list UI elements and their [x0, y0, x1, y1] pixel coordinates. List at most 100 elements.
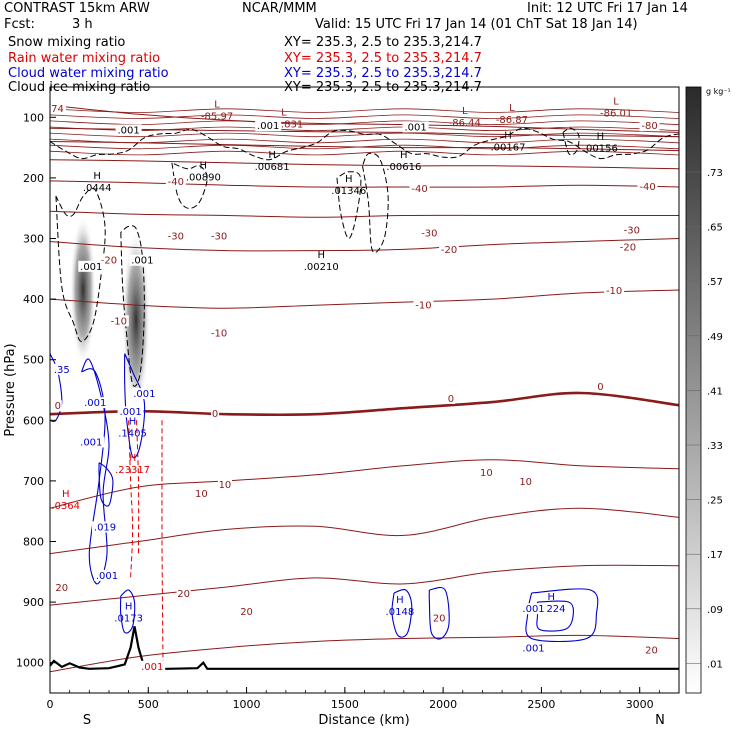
snow-max-value-4: .00616 — [386, 162, 421, 173]
contour-label-bg-26 — [194, 488, 209, 500]
temp-min-marker-1: L — [281, 107, 287, 118]
contour-label-bg-20 — [446, 392, 455, 404]
isotherm-1 — [50, 127, 679, 138]
contour-label-33: .001 — [133, 389, 155, 400]
contour-label-25: 10 — [219, 480, 232, 491]
axes: 0 500 1000 1500 2000 2500 30001002003004005006… — [16, 111, 680, 711]
isotherm-5 — [50, 210, 679, 218]
colorbar-tick-label-4: .41 — [707, 386, 723, 397]
isotherm-4 — [50, 180, 679, 188]
colorbar-tick-label-5: .33 — [707, 441, 723, 452]
isotherm-10 — [50, 507, 679, 555]
isotherm-upper-4 — [50, 132, 679, 138]
contour-label-bg-41 — [139, 660, 166, 672]
field-cloudwater-name: Cloud water mixing ratio — [8, 66, 169, 81]
contour-label-bg-19 — [596, 380, 605, 392]
contour-label-bg-29 — [239, 606, 254, 618]
colorbar-tick-label-6: .25 — [707, 496, 723, 507]
contour-label-21: 0 — [212, 409, 218, 420]
isotherm-8 — [50, 391, 679, 417]
x-axis-label: Distance (km) — [318, 713, 409, 728]
y-tick-label-4: 500 — [23, 354, 44, 367]
init-time: Init: 12 UTC Fri 17 Jan 14 — [527, 1, 688, 16]
snow-contour-3 — [336, 171, 362, 240]
cloud-water-contour-7 — [525, 588, 599, 643]
cloud-water-contour-5 — [391, 588, 413, 638]
contour-label-bg-31 — [51, 363, 72, 375]
x-tick-label-3: 1500 — [331, 698, 359, 711]
snow-max-value-7: .00156 — [583, 144, 618, 155]
contour-label-7: -40 — [168, 177, 184, 188]
contour-label-27: 20 — [55, 583, 68, 594]
x-tick-label-1: 500 — [138, 698, 159, 711]
cloud-water-contour-2 — [124, 353, 146, 459]
snow-max-marker-2: H — [268, 150, 276, 161]
contour-label-39: .001 — [522, 644, 544, 655]
contour-label-bg-13 — [617, 241, 638, 253]
colorbar-tick-label-9: .01 — [707, 659, 723, 670]
snow-contour-0 — [55, 187, 106, 343]
contour-label-bg-25 — [217, 478, 232, 490]
x-tick-label-6: 3000 — [626, 698, 654, 711]
contour-label-1: .001 — [117, 125, 139, 136]
contour-label-29: 20 — [240, 607, 253, 618]
isotherm-upper-5 — [50, 138, 679, 144]
contour-label-bg-22 — [53, 400, 62, 412]
contour-label-40: 20 — [433, 613, 446, 624]
field-cloudwater-range: XY= 235.3, 2.5 to 235.3,214.7 — [284, 66, 482, 81]
temp-min-marker-0: L — [214, 99, 220, 110]
isotherm-upper-6 — [50, 144, 679, 150]
contour-label-43: .001 — [131, 256, 153, 267]
rain-contour-2 — [161, 420, 164, 666]
isotherm-9 — [50, 459, 679, 509]
contour-label-bg-17 — [209, 327, 230, 339]
cloud-water-contour-1 — [81, 358, 110, 585]
temp-min-marker-3: L — [509, 103, 515, 114]
cloud-water-max-value-2: .2224 — [537, 604, 566, 615]
contour-label-4: -80 — [641, 121, 657, 132]
contour-label-bg-43 — [129, 254, 156, 266]
temp-min-value-0: -85.97 — [201, 111, 233, 122]
fcst-value: 3 h — [72, 17, 93, 32]
colorbar-tick-label-1: .65 — [707, 223, 723, 234]
colorbar-unit: g kg⁻¹ — [706, 87, 731, 96]
snow-max-marker-5: H — [317, 250, 325, 261]
contour-label-5: -40 — [411, 184, 427, 195]
contour-label-bg-32 — [82, 397, 109, 409]
contour-label-bg-42 — [78, 260, 105, 272]
contour-label-bg-16 — [413, 299, 434, 311]
rain-contour-1 — [136, 420, 140, 554]
contour-label-19: 0 — [597, 382, 603, 393]
colorbar-tick-label-8: .09 — [707, 605, 723, 616]
contour-label-38: .001 — [522, 604, 544, 615]
contour-label-35: .001 — [119, 407, 141, 418]
contour-label-bg-12 — [439, 243, 460, 255]
contour-label-bg-30 — [644, 644, 659, 656]
temp-min-value-4: -86.01 — [600, 108, 632, 119]
contour-label-30: 20 — [645, 645, 658, 656]
contour-labels: H.0444H.00890H.00681H.01346H.00616H.0021… — [50, 96, 660, 673]
isotherm-upper-1 — [50, 114, 679, 119]
contour-label-bg-34 — [78, 436, 105, 448]
snow-contour-2 — [171, 162, 208, 209]
contour-label-37: .001 — [96, 571, 118, 582]
fcst-label: Fcst: — [4, 17, 35, 32]
isotherm-12 — [50, 634, 679, 673]
rain-max-value-0: .23317 — [115, 465, 150, 476]
contour-label-3: .001 — [404, 122, 426, 133]
y-tick-label-0: 100 — [23, 111, 44, 124]
colorbar-tick-label-3: .49 — [707, 332, 723, 343]
contour-label-bg-37 — [94, 569, 121, 581]
colorbar-tick-label-0: .73 — [707, 168, 723, 179]
contour-label-14: -20 — [101, 256, 117, 267]
rain-contour-0 — [128, 420, 134, 578]
isotherm-upper-2 — [50, 120, 679, 126]
contour-label-10: -30 — [421, 228, 437, 239]
cloud-water-max-marker-2: H — [547, 592, 555, 603]
contour-label-17: -10 — [211, 328, 227, 339]
contour-label-28: 20 — [177, 589, 190, 600]
field-rain-name: Rain water mixing ratio — [8, 51, 161, 66]
contour-label-6: -40 — [639, 182, 655, 193]
contour-label-bg-40 — [432, 612, 447, 624]
y-tick-label-8: 900 — [23, 596, 44, 609]
